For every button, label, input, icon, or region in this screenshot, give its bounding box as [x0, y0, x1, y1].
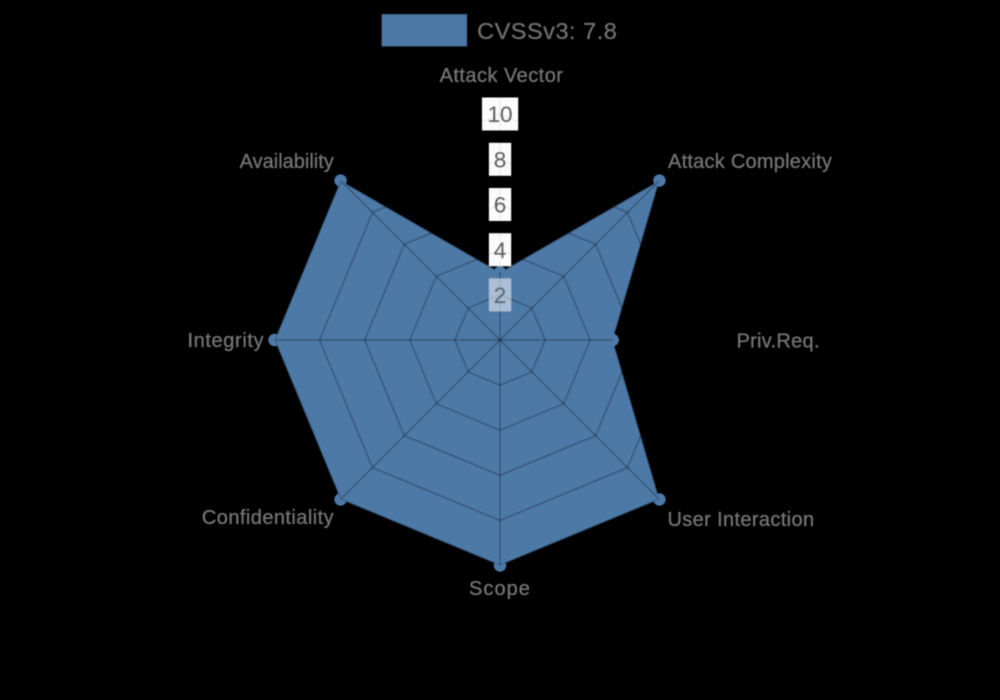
- svg-text:Availability: Availability: [240, 151, 334, 173]
- svg-text:Scope: Scope: [469, 578, 531, 600]
- svg-text:6: 6: [494, 193, 507, 218]
- svg-text:8: 8: [494, 148, 507, 173]
- svg-text:10: 10: [487, 102, 512, 127]
- svg-text:4: 4: [494, 238, 507, 263]
- svg-text:2: 2: [494, 283, 507, 308]
- svg-text:Confidentiality: Confidentiality: [202, 507, 334, 529]
- svg-text:CVSSv3: 7.8: CVSSv3: 7.8: [477, 18, 617, 44]
- svg-text:User Interaction: User Interaction: [668, 509, 815, 531]
- svg-text:Priv.Req.: Priv.Req.: [737, 331, 820, 353]
- svg-text:Integrity: Integrity: [187, 330, 264, 352]
- svg-text:Attack Complexity: Attack Complexity: [668, 151, 832, 173]
- svg-text:Attack Vector: Attack Vector: [440, 65, 564, 87]
